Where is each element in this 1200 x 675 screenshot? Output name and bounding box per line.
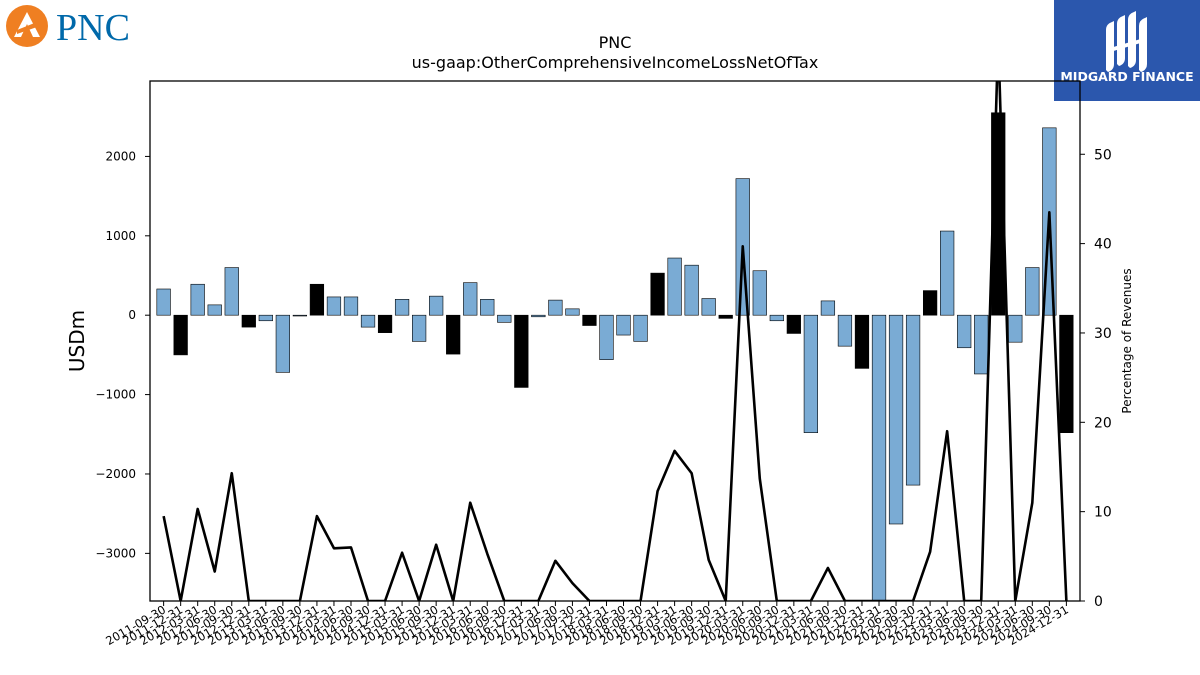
bar-2012-09-30 — [224, 267, 239, 316]
bar-2023-06-30 — [957, 314, 972, 349]
bar-2022-09-30 — [905, 314, 921, 486]
bar-2016-06-30 — [480, 299, 495, 316]
bar-2011-09-30 — [156, 288, 171, 316]
bar-2022-12-31 — [922, 290, 938, 316]
y-axis-label: USDm — [65, 310, 89, 372]
y2-tick-label: 50 — [1094, 147, 1112, 163]
line-series — [162, 81, 1068, 601]
bar-2014-03-31 — [326, 296, 342, 316]
y-tick-label: 2000 — [105, 149, 136, 163]
bar-2019-09-30 — [701, 298, 716, 316]
bar-2020-12-31 — [786, 314, 801, 334]
bar-2013-12-31 — [309, 283, 325, 316]
bar-2024-03-31 — [1008, 314, 1023, 343]
y-tick-label: −1000 — [95, 388, 136, 402]
bar-2021-06-30 — [820, 300, 836, 316]
bar-2015-12-31 — [446, 314, 461, 355]
plot-frame — [149, 80, 1081, 602]
chart-title: PNC — [599, 33, 632, 52]
y-tick-label: −3000 — [95, 546, 136, 560]
bar-2022-03-31 — [871, 314, 887, 601]
bar-2019-12-31 — [718, 314, 733, 319]
bar-2015-09-30 — [429, 295, 444, 316]
bar-2016-12-31 — [514, 314, 529, 388]
midgard-finance-logo: MIDGARD FINANCE — [1054, 0, 1200, 101]
bar-2016-09-30 — [497, 314, 512, 323]
midgard-logo-mark-icon — [1106, 11, 1147, 72]
bar-2019-06-30 — [684, 264, 699, 316]
pnc-logo: PNC — [6, 4, 156, 50]
bar-2017-12-31 — [582, 314, 597, 326]
bar-2021-03-31 — [803, 314, 819, 434]
y2-tick-label: 20 — [1094, 415, 1112, 431]
bar-2024-12-31 — [1059, 314, 1074, 434]
bar-2015-06-30 — [412, 314, 427, 342]
pnc-logo-text: PNC — [56, 7, 130, 49]
bar-2019-03-31 — [667, 257, 682, 316]
bar-2012-12-31 — [241, 314, 256, 328]
bar-2018-06-30 — [616, 314, 631, 336]
y2-tick-label: 10 — [1094, 505, 1112, 521]
bar-2013-09-30 — [292, 314, 308, 317]
midgard-logo-text: MIDGARD FINANCE — [1060, 69, 1193, 84]
bars — [156, 112, 1074, 601]
bar-2015-03-31 — [394, 299, 410, 316]
bar-2017-03-31 — [531, 314, 546, 318]
y2-tick-label: 40 — [1094, 237, 1112, 253]
y2-tick-label: 30 — [1094, 326, 1112, 342]
percentage-line — [162, 81, 1068, 601]
bar-2017-09-30 — [565, 308, 580, 316]
y2-tick-label: 0 — [1094, 594, 1103, 610]
bar-2014-09-30 — [360, 314, 376, 328]
bar-2022-06-30 — [888, 314, 904, 525]
bar-2021-09-30 — [837, 314, 853, 347]
bar-2018-09-30 — [633, 314, 648, 342]
bar-2020-09-30 — [769, 314, 784, 322]
bar-2024-06-30 — [1025, 267, 1040, 316]
bar-2016-03-31 — [463, 282, 478, 316]
bar-2018-12-31 — [650, 272, 665, 316]
bar-2021-12-31 — [854, 314, 870, 369]
y2-axis-label: Percentage of Revenues — [1120, 268, 1134, 413]
bar-2018-03-31 — [599, 314, 614, 360]
bar-2013-06-30 — [275, 314, 290, 373]
bar-2012-06-30 — [207, 304, 222, 316]
y-tick-label: −2000 — [95, 467, 136, 481]
y-tick-label: 1000 — [105, 229, 136, 243]
bar-2017-06-30 — [548, 299, 563, 316]
bar-2014-06-30 — [343, 296, 359, 316]
axes: −3000−2000−1000010002000010203040502011-… — [95, 80, 1112, 648]
bar-2013-03-31 — [258, 314, 273, 322]
bar-2020-06-30 — [752, 270, 767, 316]
y-tick-label: 0 — [128, 308, 136, 322]
bar-2011-12-31 — [173, 314, 188, 356]
bar-2023-09-30 — [974, 314, 989, 375]
bar-2014-12-31 — [377, 314, 393, 333]
bar-2023-03-31 — [940, 230, 955, 316]
bar-2012-03-31 — [190, 283, 205, 316]
chart-subtitle: us-gaap:OtherComprehensiveIncomeLossNetO… — [412, 53, 819, 72]
